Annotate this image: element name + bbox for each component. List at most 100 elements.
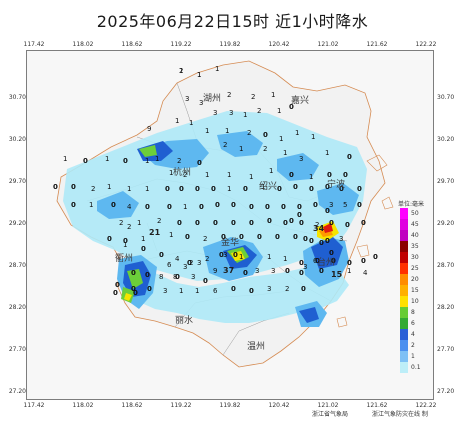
station-value: 0	[141, 245, 146, 253]
station-value: 6	[213, 287, 218, 295]
station-value: 0	[199, 203, 204, 211]
legend-swatch	[400, 219, 408, 230]
station-value: 0	[83, 157, 88, 165]
x-tick-top: 118.62	[121, 41, 143, 48]
station-value: 0	[293, 183, 298, 191]
station-value: 0	[357, 201, 362, 209]
y-tick-left: 30.70	[8, 94, 26, 101]
station-value: 5	[343, 201, 347, 209]
station-value: 0	[249, 287, 254, 295]
x-tick-top: 118.02	[72, 41, 94, 48]
y-tick-left: 28.20	[8, 304, 26, 311]
station-value: 0	[329, 219, 334, 227]
station-value: 2	[189, 259, 193, 267]
station-value: 0	[71, 183, 76, 191]
station-value: 1	[227, 171, 231, 179]
station-value: 0	[231, 219, 236, 227]
legend-swatch	[400, 285, 408, 296]
x-tick-bottom: 119.82	[219, 402, 241, 409]
station-value: 0	[145, 271, 150, 279]
credit-right: 浙江气象防灾在线 制	[372, 411, 428, 418]
station-value: 0	[267, 217, 272, 225]
station-value: 0	[347, 259, 352, 267]
station-value: 0	[231, 285, 236, 293]
legend-swatch	[400, 241, 408, 252]
station-value: 1	[309, 173, 313, 181]
rain-area-dark	[311, 237, 343, 269]
station-value: 0	[231, 201, 236, 209]
station-value: 0	[215, 201, 220, 209]
legend-swatch	[400, 274, 408, 285]
y-tick-right: 29.70	[437, 178, 455, 185]
station-value: 2	[157, 217, 161, 225]
station-value: 1	[205, 127, 209, 135]
legend-label: 1	[411, 353, 415, 360]
legend-label: 8	[411, 309, 415, 316]
legend-swatch	[400, 263, 408, 274]
station-value: 0	[185, 233, 190, 241]
station-value: 3	[303, 263, 307, 271]
station-value: 3	[199, 99, 203, 107]
y-tick-right: 30.70	[437, 94, 455, 101]
station-value: 2	[179, 67, 183, 75]
station-value: 0	[299, 269, 304, 277]
station-value: 0	[249, 203, 254, 211]
legend-swatch	[400, 329, 408, 340]
station-value: 1	[325, 149, 329, 157]
station-value: 1	[279, 135, 283, 143]
station-value: 1	[105, 155, 109, 163]
y-tick-left: 27.70	[8, 346, 26, 353]
legend-label: 40	[411, 232, 419, 239]
legend-label: 0.1	[411, 364, 421, 371]
station-value: 1	[205, 171, 209, 179]
station-value: 0	[71, 201, 76, 209]
station-value: 1	[169, 231, 173, 239]
rain-area-light	[63, 111, 367, 281]
station-value: 0	[187, 259, 192, 267]
station-value: 1	[227, 185, 231, 193]
station-value: 0	[147, 285, 152, 293]
station-value: 0	[167, 203, 172, 211]
station-value: 1	[123, 241, 127, 249]
station-value: 1	[197, 71, 201, 79]
precipitation-map[interactable]: 1 113 32 2 13 3 1 2 1 01 19 1 1 2 0 11 12 1 2 131 01 2 01 0 1 0 11…	[27, 51, 433, 399]
station-value: 3	[267, 285, 271, 293]
city-label: 温州	[247, 341, 265, 352]
legend-title: 单位:毫米	[398, 201, 425, 208]
x-tick-top: 119.82	[219, 41, 241, 48]
station-value: 1	[189, 119, 193, 127]
station-value: 0	[111, 201, 116, 209]
rain-area-light	[123, 263, 349, 323]
station-value: 0	[221, 233, 226, 241]
rain-area-yellow	[231, 251, 245, 261]
station-value: 0	[361, 219, 366, 227]
islands	[336, 154, 394, 328]
station-value: 3	[183, 263, 187, 271]
station-value: 1	[137, 219, 141, 227]
station-value: 3	[271, 267, 275, 275]
station-value: 0	[133, 289, 138, 297]
station-value: 2	[203, 235, 207, 243]
legend-swatch	[400, 208, 408, 219]
station-value: 0	[313, 201, 318, 209]
station-value: 0	[243, 185, 248, 193]
station-value: 2	[315, 221, 319, 229]
legend-label: 20	[411, 276, 419, 283]
rain-area-mid	[277, 153, 319, 181]
station-value: 1	[267, 253, 271, 261]
rain-area-green	[139, 145, 157, 157]
map-title: 2025年06月22日15时 近1小时降水	[96, 12, 369, 31]
rain-area-red	[323, 223, 333, 233]
station-value: 0	[249, 219, 254, 227]
station-value: 3	[329, 201, 333, 209]
x-tick-top: 120.42	[268, 41, 290, 48]
rain-area-mid	[217, 131, 263, 157]
legend-swatch	[400, 296, 408, 307]
legend-label: 45	[411, 221, 419, 228]
station-value: 0	[159, 251, 164, 259]
station-value: 0	[165, 185, 170, 193]
station-value: 1	[225, 127, 229, 135]
station-value: 1	[271, 91, 275, 99]
station-value: 2	[251, 93, 255, 101]
